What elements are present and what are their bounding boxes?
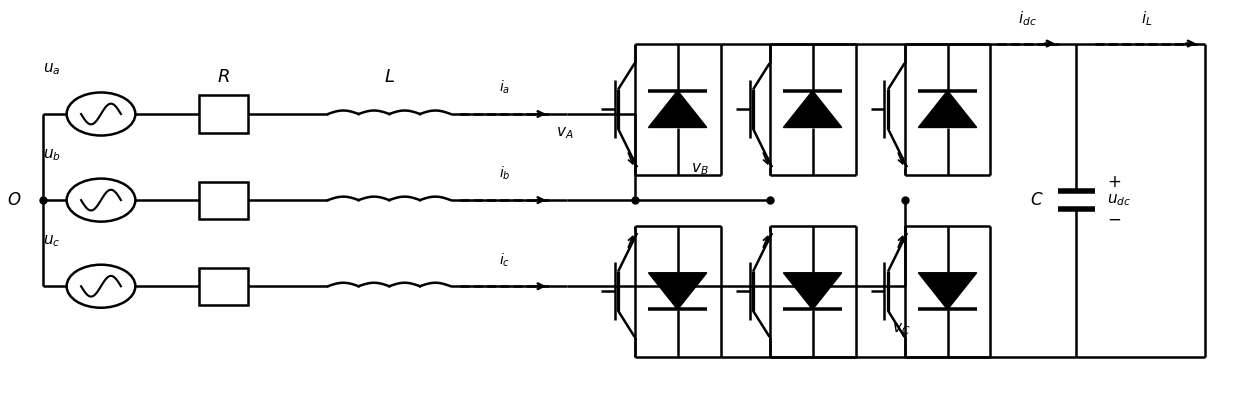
Text: $i_L$: $i_L$ — [1141, 9, 1153, 28]
Text: $+$: $+$ — [1107, 173, 1121, 191]
Text: $i_c$: $i_c$ — [498, 251, 510, 269]
Polygon shape — [649, 273, 707, 310]
Text: $L$: $L$ — [384, 68, 394, 86]
Text: $u_{dc}$: $u_{dc}$ — [1107, 192, 1131, 208]
Text: $i_b$: $i_b$ — [498, 165, 511, 182]
Text: $R$: $R$ — [217, 68, 231, 86]
Bar — [200, 182, 248, 219]
Bar — [200, 95, 248, 132]
Polygon shape — [649, 91, 707, 128]
Text: $C$: $C$ — [1029, 191, 1043, 209]
Polygon shape — [784, 91, 842, 128]
Text: $u_a$: $u_a$ — [43, 61, 61, 77]
Text: $O$: $O$ — [7, 191, 21, 209]
Polygon shape — [919, 91, 977, 128]
Text: $u_b$: $u_b$ — [42, 147, 61, 163]
Text: $-$: $-$ — [1107, 210, 1121, 228]
Polygon shape — [919, 273, 977, 310]
Text: $i_a$: $i_a$ — [498, 79, 510, 96]
Text: $v_B$: $v_B$ — [691, 161, 708, 177]
Polygon shape — [784, 273, 842, 310]
Text: $u_c$: $u_c$ — [43, 233, 61, 249]
Text: $v_C$: $v_C$ — [893, 322, 910, 337]
Text: $v_A$: $v_A$ — [556, 126, 573, 142]
Text: $i_{dc}$: $i_{dc}$ — [1018, 9, 1037, 28]
Bar — [200, 268, 248, 305]
